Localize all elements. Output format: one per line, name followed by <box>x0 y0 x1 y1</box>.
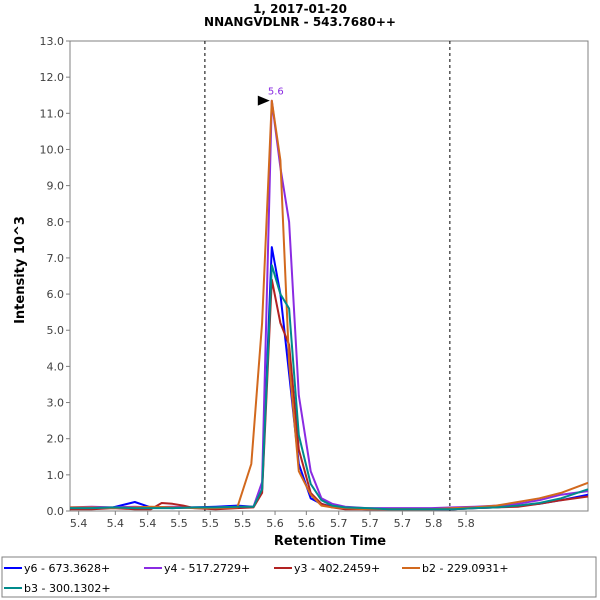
y-tick-label: 1.0 <box>47 469 65 482</box>
y-tick-label: 5.0 <box>47 324 65 337</box>
x-tick-label: 5.5 <box>170 517 188 530</box>
y-tick-label: 0.0 <box>47 505 65 518</box>
y-tick-label: 4.0 <box>47 360 65 373</box>
y-tick-label: 10.0 <box>40 143 65 156</box>
y-tick-label: 9.0 <box>47 180 65 193</box>
y-axis-label: Intensity 10^3 <box>13 216 28 324</box>
x-tick-label: 5.6 <box>266 517 284 530</box>
x-tick-label: 5.4 <box>139 517 157 530</box>
plot-area: 0.0 1.0 2.0 3.0 4.0 5.0 6.0 7.0 8.0 9.0 10.0 11.0 12… <box>40 35 589 530</box>
legend: y6 - 673.3628+ y4 - 517.2729+ y3 - 402.245… <box>1 556 597 598</box>
chart-title: 1, 2017-01-20 <box>253 2 347 16</box>
y-tick-label: 6.0 <box>47 288 65 301</box>
legend-item-label: y6 - 673.3628+ <box>24 562 110 575</box>
legend-frame <box>1 556 597 598</box>
x-tick-label: 5.5 <box>234 517 252 530</box>
y-tick-label: 13.0 <box>40 35 65 48</box>
legend-item-label: b2 - 229.0931+ <box>422 562 509 575</box>
legend-item-label: b3 - 300.1302+ <box>24 582 111 595</box>
peak-marker-icon <box>257 95 270 106</box>
chart-subtitle: NNANGVDLNR - 543.7680++ <box>204 15 396 29</box>
x-tick-label: 5.7 <box>361 517 379 530</box>
series-line <box>70 264 589 511</box>
peak-label: 5.6 <box>268 87 284 98</box>
x-tick-label: 5.6 <box>298 517 316 530</box>
x-tick-label: 5.8 <box>457 517 475 530</box>
plot-frame <box>69 40 589 512</box>
legend-item-label: y3 - 402.2459+ <box>294 562 380 575</box>
x-tick-label: 5.4 <box>107 517 125 530</box>
y-tick-label: 7.0 <box>47 252 65 265</box>
y-tick-label: 11.0 <box>40 107 65 120</box>
y-tick-label: 12.0 <box>40 71 65 84</box>
x-axis-label: Retention Time <box>274 534 386 549</box>
x-tick-label: 5.7 <box>330 517 348 530</box>
x-tick-label: 5.4 <box>70 517 88 530</box>
y-tick-label: 2.0 <box>47 433 65 446</box>
x-tick-label: 5.5 <box>202 517 220 530</box>
y-tick-label: 3.0 <box>47 397 65 410</box>
x-tick-label: 5.7 <box>394 517 412 530</box>
y-tick-label: 8.0 <box>47 216 65 229</box>
x-tick-label: 5.8 <box>425 517 443 530</box>
legend-item-label: y4 - 517.2729+ <box>164 562 250 575</box>
